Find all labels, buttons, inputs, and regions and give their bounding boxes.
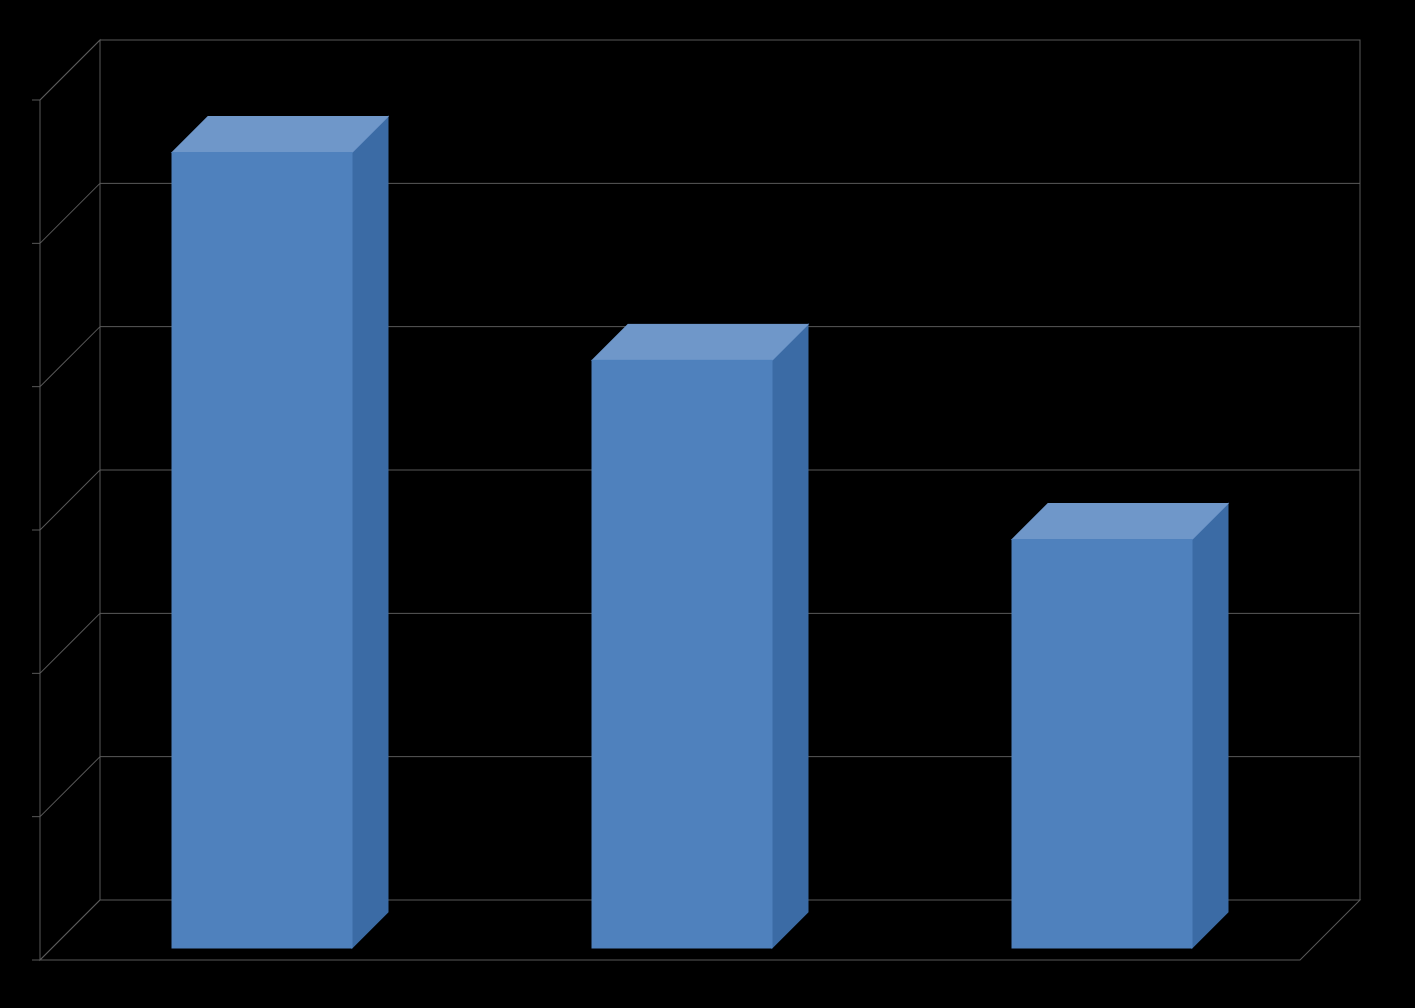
bar-side	[352, 117, 388, 949]
bar-top	[1012, 504, 1228, 540]
bar-front	[1012, 540, 1192, 949]
bar-chart-3d	[0, 0, 1415, 1008]
bar-front	[172, 153, 352, 949]
bar-side	[1192, 504, 1228, 949]
bar-side	[772, 324, 808, 948]
bar-front	[592, 360, 772, 948]
bar	[592, 324, 808, 948]
bar	[1012, 504, 1228, 949]
bar	[172, 117, 388, 949]
bar-top	[592, 324, 808, 360]
bar-top	[172, 117, 388, 153]
